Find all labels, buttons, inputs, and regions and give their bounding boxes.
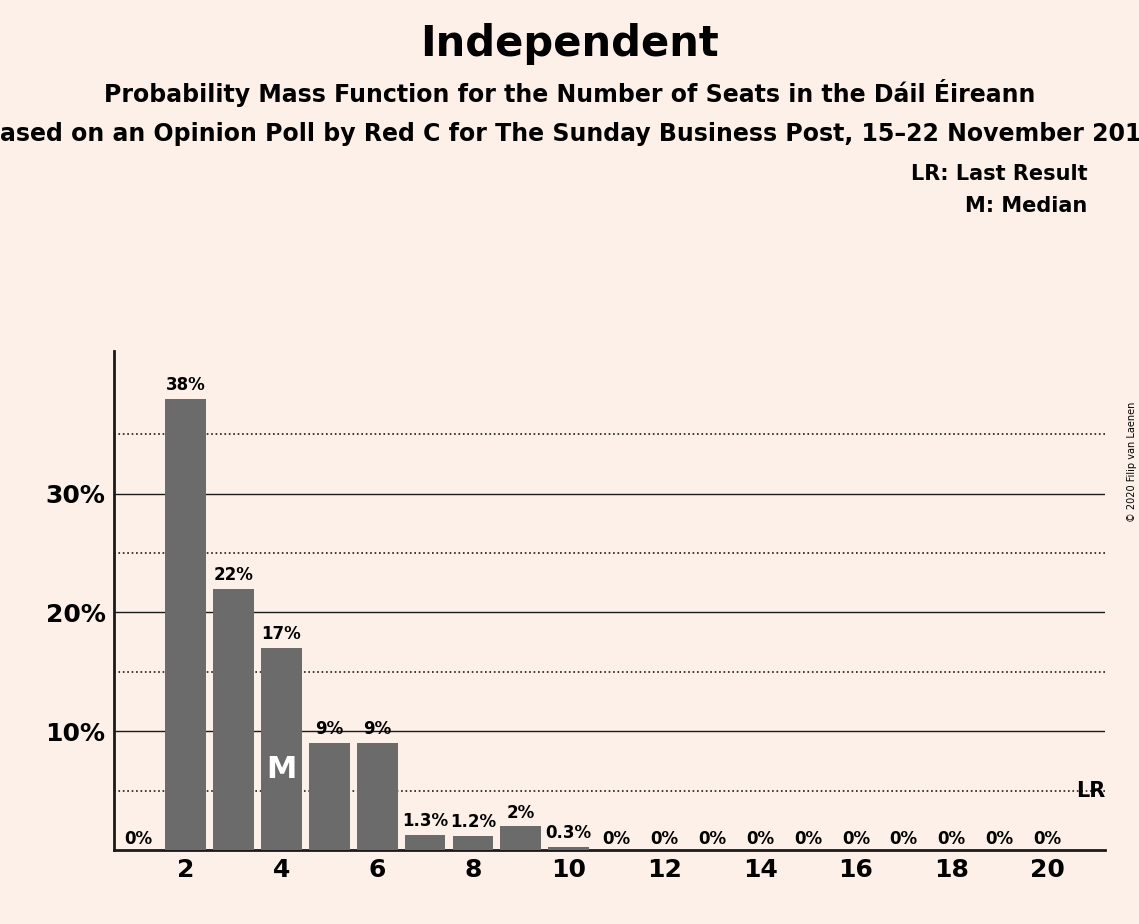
Text: Independent: Independent [420, 23, 719, 65]
Text: 0%: 0% [890, 830, 918, 847]
Bar [452, 836, 493, 850]
Bar [500, 826, 541, 850]
Text: LR: Last Result: LR: Last Result [911, 164, 1088, 185]
Text: 0.3%: 0.3% [546, 824, 592, 842]
Text: 0%: 0% [746, 830, 775, 847]
Bar [213, 589, 254, 850]
Text: 9%: 9% [316, 721, 344, 738]
Text: 0%: 0% [1033, 830, 1062, 847]
Bar [309, 743, 350, 850]
Text: 0%: 0% [842, 830, 870, 847]
Bar [548, 846, 589, 850]
Text: 2%: 2% [507, 804, 535, 821]
Text: 22%: 22% [214, 566, 254, 584]
Text: 38%: 38% [166, 376, 205, 394]
Bar [404, 834, 445, 850]
Text: 9%: 9% [363, 721, 392, 738]
Text: 17%: 17% [262, 626, 302, 643]
Text: 0%: 0% [698, 830, 727, 847]
Text: 0%: 0% [650, 830, 679, 847]
Text: © 2020 Filip van Laenen: © 2020 Filip van Laenen [1126, 402, 1137, 522]
Text: 1.2%: 1.2% [450, 813, 495, 831]
Text: 1.3%: 1.3% [402, 812, 448, 830]
Bar [261, 648, 302, 850]
Bar [165, 398, 206, 850]
Text: 0%: 0% [603, 830, 631, 847]
Text: 0%: 0% [124, 830, 151, 847]
Bar [357, 743, 398, 850]
Text: Probability Mass Function for the Number of Seats in the Dáil Éireann: Probability Mass Function for the Number… [104, 79, 1035, 106]
Text: M: M [267, 755, 296, 784]
Text: 0%: 0% [794, 830, 822, 847]
Text: LR: LR [1076, 781, 1105, 801]
Text: 0%: 0% [937, 830, 966, 847]
Text: Based on an Opinion Poll by Red C for The Sunday Business Post, 15–22 November 2: Based on an Opinion Poll by Red C for Th… [0, 122, 1139, 146]
Text: 0%: 0% [985, 830, 1014, 847]
Text: M: Median: M: Median [966, 196, 1088, 216]
